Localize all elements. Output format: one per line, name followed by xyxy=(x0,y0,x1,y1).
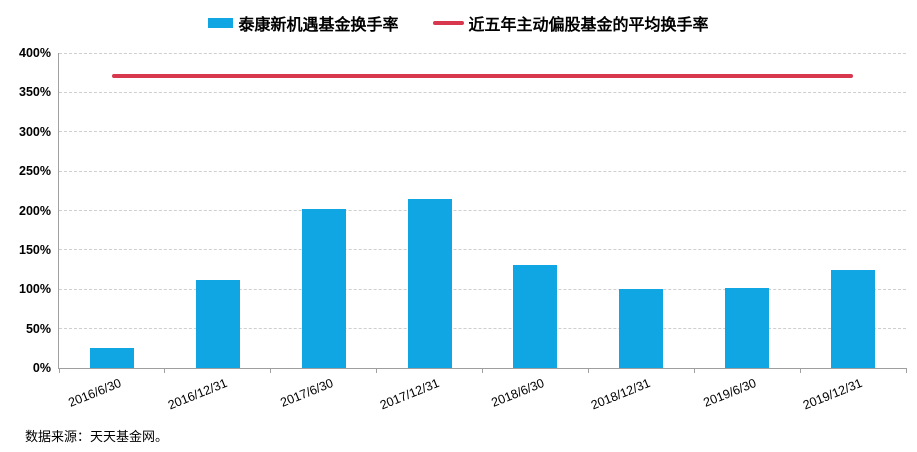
bar xyxy=(407,199,452,368)
x-axis-label: 2017/6/30 xyxy=(278,376,335,410)
x-axis-tick xyxy=(482,368,483,373)
gridline xyxy=(59,210,906,211)
legend-item-bar-series: 泰康新机遇基金换手率 xyxy=(208,11,399,35)
y-axis-label: 350% xyxy=(19,85,51,100)
x-axis-tick xyxy=(270,368,272,373)
gridline xyxy=(59,288,906,290)
bar xyxy=(831,269,876,368)
bar xyxy=(619,289,664,368)
x-axis-tick xyxy=(164,368,166,373)
gridline xyxy=(59,328,906,330)
x-axis-label: 2019/6/30 xyxy=(701,376,759,410)
bar xyxy=(513,264,558,368)
gridline xyxy=(59,131,906,133)
legend-label-line-series: 近五年主动偏股基金的平均换手率 xyxy=(468,17,709,34)
gridline xyxy=(59,170,906,172)
gridline xyxy=(59,249,906,251)
y-axis-label: 300% xyxy=(19,124,51,139)
average-line xyxy=(111,73,854,78)
x-axis-label: 2017/12/31 xyxy=(377,376,441,413)
y-axis-label: 100% xyxy=(19,282,51,297)
y-axis-label: 150% xyxy=(19,242,51,257)
legend-item-line-series: 近五年主动偏股基金的平均换手率 xyxy=(432,11,709,35)
y-axis-label: 250% xyxy=(19,164,51,179)
y-axis-label: 400% xyxy=(19,46,51,60)
legend-label-bar-series: 泰康新机遇基金换手率 xyxy=(238,17,399,34)
bar xyxy=(195,279,240,368)
x-axis-label: 2019/12/31 xyxy=(801,376,865,413)
plot-area: 0% 50% 100% 150% 200% 250% 300% 350% 400% 2016/6/… xyxy=(19,46,907,412)
x-axis-tick xyxy=(693,368,695,373)
x-axis-tick xyxy=(587,368,589,373)
y-axis-label: 50% xyxy=(25,321,51,336)
line-series-swatch-icon xyxy=(432,21,464,25)
gridline xyxy=(59,52,906,54)
bar xyxy=(89,348,134,368)
bar xyxy=(725,288,770,368)
x-axis-label: 2018/12/31 xyxy=(589,376,653,413)
y-axis-label: 200% xyxy=(19,203,51,218)
bar-series-swatch-icon xyxy=(208,18,234,28)
x-axis-label: 2016/12/31 xyxy=(165,376,230,413)
x-axis-tick xyxy=(376,368,378,373)
x-axis-label: 2018/6/30 xyxy=(489,376,547,410)
x-axis-label: 2016/6/30 xyxy=(66,376,124,410)
y-axis-label: 0% xyxy=(32,361,51,375)
bar xyxy=(301,208,346,368)
gridline xyxy=(59,91,906,93)
source-note: 数据来源：天天基金网。 xyxy=(25,429,169,444)
x-axis-tick xyxy=(799,368,801,373)
legend: 泰康新机遇基金换手率 近五年主动偏股基金的平均换手率 xyxy=(0,10,917,36)
x-axis-tick xyxy=(905,368,907,373)
x-axis-tick xyxy=(58,368,60,373)
